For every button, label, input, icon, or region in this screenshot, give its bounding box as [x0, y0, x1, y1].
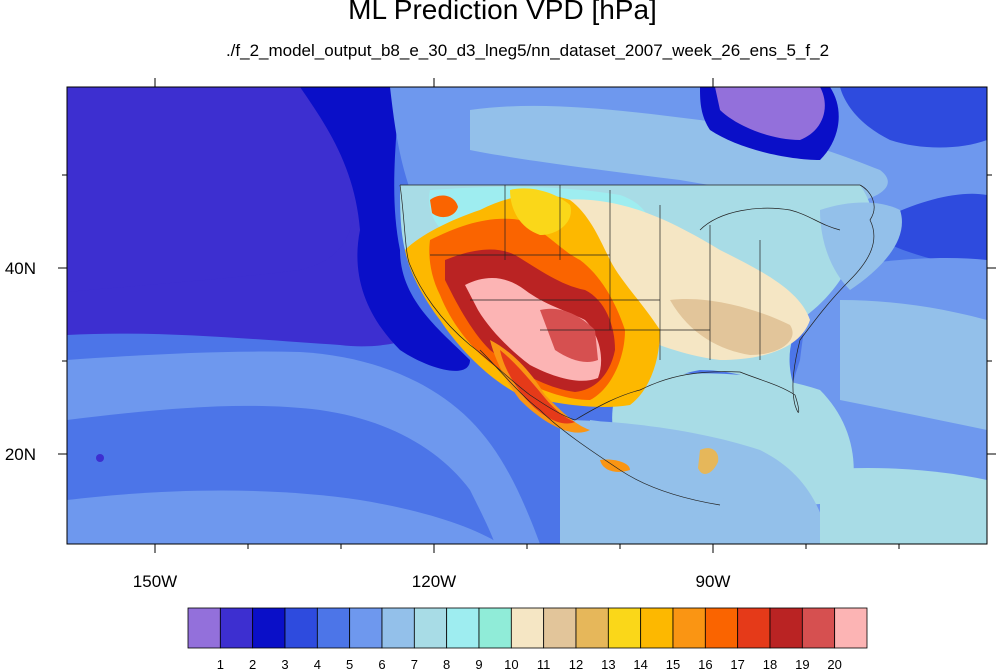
colorbar-label: 4 — [314, 657, 321, 672]
x-tick-label: 90W — [696, 572, 731, 591]
colorbar-swatch — [543, 607, 577, 649]
colorbar-label: 12 — [569, 657, 583, 672]
colorbar-swatch — [575, 607, 609, 649]
colorbar-swatch — [316, 607, 351, 649]
colorbar-swatch — [607, 607, 642, 649]
vpd-field — [67, 87, 987, 544]
colorbar-label: 8 — [443, 657, 450, 672]
colorbar-swatch — [478, 607, 512, 649]
map-title: ML Prediction VPD [hPa] — [348, 0, 657, 25]
colorbar-label: 13 — [601, 657, 615, 672]
x-axis-labels: 150W 120W 90W — [133, 572, 731, 591]
coastlines-and-borders — [399, 184, 875, 506]
colorbar-label: 18 — [763, 657, 777, 672]
colorbar-swatch — [349, 607, 383, 649]
y-tick-label: 40N — [5, 259, 36, 278]
colorbar-label: 9 — [475, 657, 482, 672]
colorbar-label: 10 — [504, 657, 518, 672]
colorbar-label: 2 — [249, 657, 256, 672]
colorbar-swatch — [640, 607, 674, 649]
colorbar-swatch — [769, 607, 803, 649]
colorbar-label: 11 — [537, 657, 551, 672]
colorbar-swatch — [510, 607, 545, 649]
colorbar-label: 20 — [827, 657, 841, 672]
colorbar: 1 2 3 4 5 6 7 8 9 10 11 12 13 14 15 16 17 18 19 20 — [187, 607, 868, 672]
colorbar-swatch — [834, 607, 868, 649]
colorbar-label: 14 — [633, 657, 647, 672]
colorbar-label: 16 — [698, 657, 712, 672]
colorbar-swatch — [381, 607, 415, 649]
colorbar-label: 19 — [795, 657, 809, 672]
colorbar-swatch — [737, 607, 771, 649]
colorbar-label: 1 — [217, 657, 224, 672]
colorbar-swatch — [413, 607, 448, 649]
map-subtitle: ./f_2_model_output_b8_e_30_d3_lneg5/nn_d… — [225, 41, 830, 60]
colorbar-label: 17 — [730, 657, 744, 672]
axis-ticks — [58, 78, 996, 553]
y-axis-labels: 40N 20N — [5, 259, 36, 464]
colorbar-label: 6 — [378, 657, 385, 672]
colorbar-label: 7 — [411, 657, 418, 672]
colorbar-swatch — [704, 607, 739, 649]
colorbar-swatch — [446, 607, 480, 649]
x-tick-label: 120W — [412, 572, 456, 591]
colorbar-label: 3 — [281, 657, 288, 672]
colorbar-swatch — [284, 607, 318, 649]
colorbar-swatch — [801, 607, 836, 649]
colorbar-swatch — [252, 607, 286, 649]
colorbar-swatch — [672, 607, 706, 649]
colorbar-swatch — [219, 607, 254, 649]
colorbar-label: 5 — [346, 657, 353, 672]
x-tick-label: 150W — [133, 572, 177, 591]
colorbar-swatch — [187, 607, 221, 649]
y-tick-label: 20N — [5, 445, 36, 464]
colorbar-label: 15 — [666, 657, 680, 672]
